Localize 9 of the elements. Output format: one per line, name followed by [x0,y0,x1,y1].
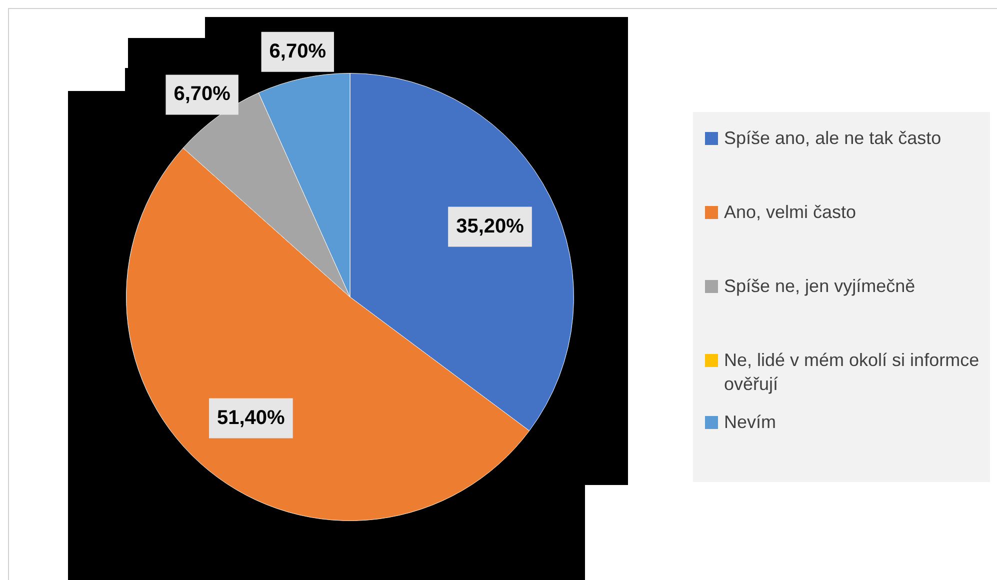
data-label: 51,40% [217,406,286,429]
data-label: 6,70% [269,40,326,62]
legend-label: Ne, lidé v mém okolí si informce ověřují [724,349,980,396]
data-label: 6,70% [174,83,231,106]
legend-label: Spíše ne, jen vyjímečně [724,275,916,298]
legend-label: Spíše ano, ale ne tak často [724,127,942,150]
legend-label: Ano, velmi často [724,201,856,224]
legend-label: Nevím [724,411,776,434]
data-label: 35,20% [456,215,524,238]
